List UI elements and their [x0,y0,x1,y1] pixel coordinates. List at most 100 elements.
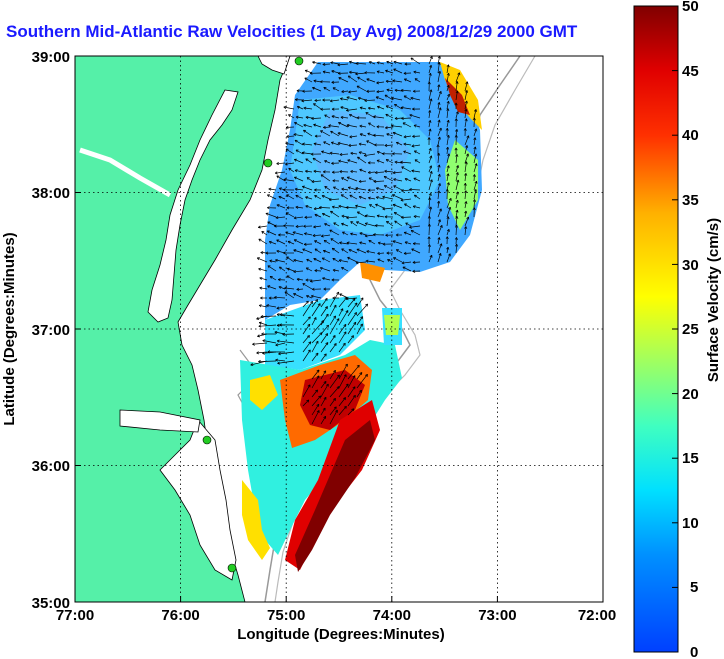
velocity-vector [338,324,347,335]
velocity-vector [311,369,320,380]
velocity-vector-head [337,71,341,74]
lon-tick-label: 74:00 [373,607,411,624]
velocity-vector [400,107,412,110]
velocity-vector-head [320,332,323,336]
velocity-vector-head [429,179,433,182]
velocity-vector [302,186,313,191]
velocity-vector [356,85,367,92]
velocity-vector-head [286,206,290,209]
velocity-vector-head [354,312,357,314]
velocity-vector [437,253,442,263]
velocity-vector-head [330,211,332,214]
velocity-vector-head [366,303,369,307]
velocity-vector [350,170,358,173]
velocity-vector-head [446,119,449,123]
velocity-vector-head [322,70,326,72]
velocity-vector-head [364,234,368,237]
velocity-vector-head [427,216,430,219]
velocity-vector-head [382,153,385,156]
velocity-vector-head [357,97,361,100]
velocity-vector [329,291,340,308]
velocity-vector [402,266,412,272]
lat-tick-label: 35:00 [32,595,70,612]
velocity-vector-head [252,343,255,346]
velocity-vector-head [385,159,388,162]
velocity-vector-head [278,234,281,237]
velocity-vector-head [275,359,278,362]
velocity-vector-head [447,153,450,156]
velocity-vector-head [359,124,363,127]
velocity-vector-head [439,237,441,240]
velocity-vector-head [365,303,368,306]
velocity-vector-head [306,335,310,337]
velocity-vector-head [332,268,336,271]
velocity-vector-head [355,61,359,64]
velocity-vector-head [392,171,396,174]
velocity-vector [305,158,313,164]
velocity-vector [446,229,450,236]
velocity-vector [347,386,356,398]
velocity-vector-head [404,78,407,82]
velocity-vector [341,188,349,191]
velocity-vector-head [343,405,347,408]
colorbar-gradient [633,5,679,653]
velocity-vector [358,143,367,146]
velocity-vector-head [382,208,386,211]
velocity-vector [401,117,412,119]
velocity-vector-head [323,125,326,128]
velocity-vector [340,98,349,101]
velocity-vector-head [393,185,396,189]
velocity-vector-head [401,190,404,193]
velocity-vector-head [260,296,263,299]
velocity-vector-head [394,89,398,92]
velocity-vector-head [341,248,344,252]
velocity-vector-head [304,233,307,236]
velocity-vector-head [304,70,308,73]
velocity-vector-head [343,374,347,377]
velocity-vector-head [341,177,344,181]
velocity-vector-head [276,313,280,315]
velocity-vector-head [456,225,459,228]
velocity-vector-head [355,205,358,208]
velocity-vector-head [333,406,337,409]
velocity-vector [400,198,412,201]
velocity-vector-head [314,240,317,244]
velocity-vector-head [286,136,290,139]
velocity-vector-head [358,142,362,145]
velocity-vector-head [392,194,395,197]
velocity-vector-head [465,81,468,84]
velocity-vector-head [330,131,333,134]
velocity-vector-head [331,248,334,251]
velocity-vector-head [466,90,469,93]
radar-station-marker [202,435,212,445]
velocity-vector [258,268,268,272]
velocity-vector-head [428,72,431,76]
velocity-vector [294,158,304,164]
velocity-vector-head [313,123,317,125]
velocity-vector [394,220,403,227]
velocity-vector-head [386,61,389,64]
velocity-vector [368,171,376,174]
velocity-vector [293,216,304,219]
velocity-vector [302,316,311,326]
velocity-vector-head [427,244,430,247]
velocity-vector [394,104,403,110]
velocity-vector-head [385,234,389,237]
velocity-vector-head [358,196,362,199]
velocity-vector-head [437,153,440,156]
velocity-vector [404,203,412,209]
velocity-vector-head [437,62,440,65]
velocity-vector-head [437,173,440,177]
velocity-vector-head [394,118,398,121]
velocity-vector [359,125,367,128]
velocity-vector-head [258,322,262,325]
velocity-vector [446,165,450,173]
velocity-vector-head [392,79,396,81]
velocity-vector-head [341,215,345,218]
velocity-vector-head [437,136,441,140]
velocity-vector-head [412,260,416,263]
velocity-vector-head [310,152,314,155]
velocity-vector-head [367,133,370,136]
velocity-vector-head [305,300,309,303]
velocity-vector-head [356,221,359,225]
